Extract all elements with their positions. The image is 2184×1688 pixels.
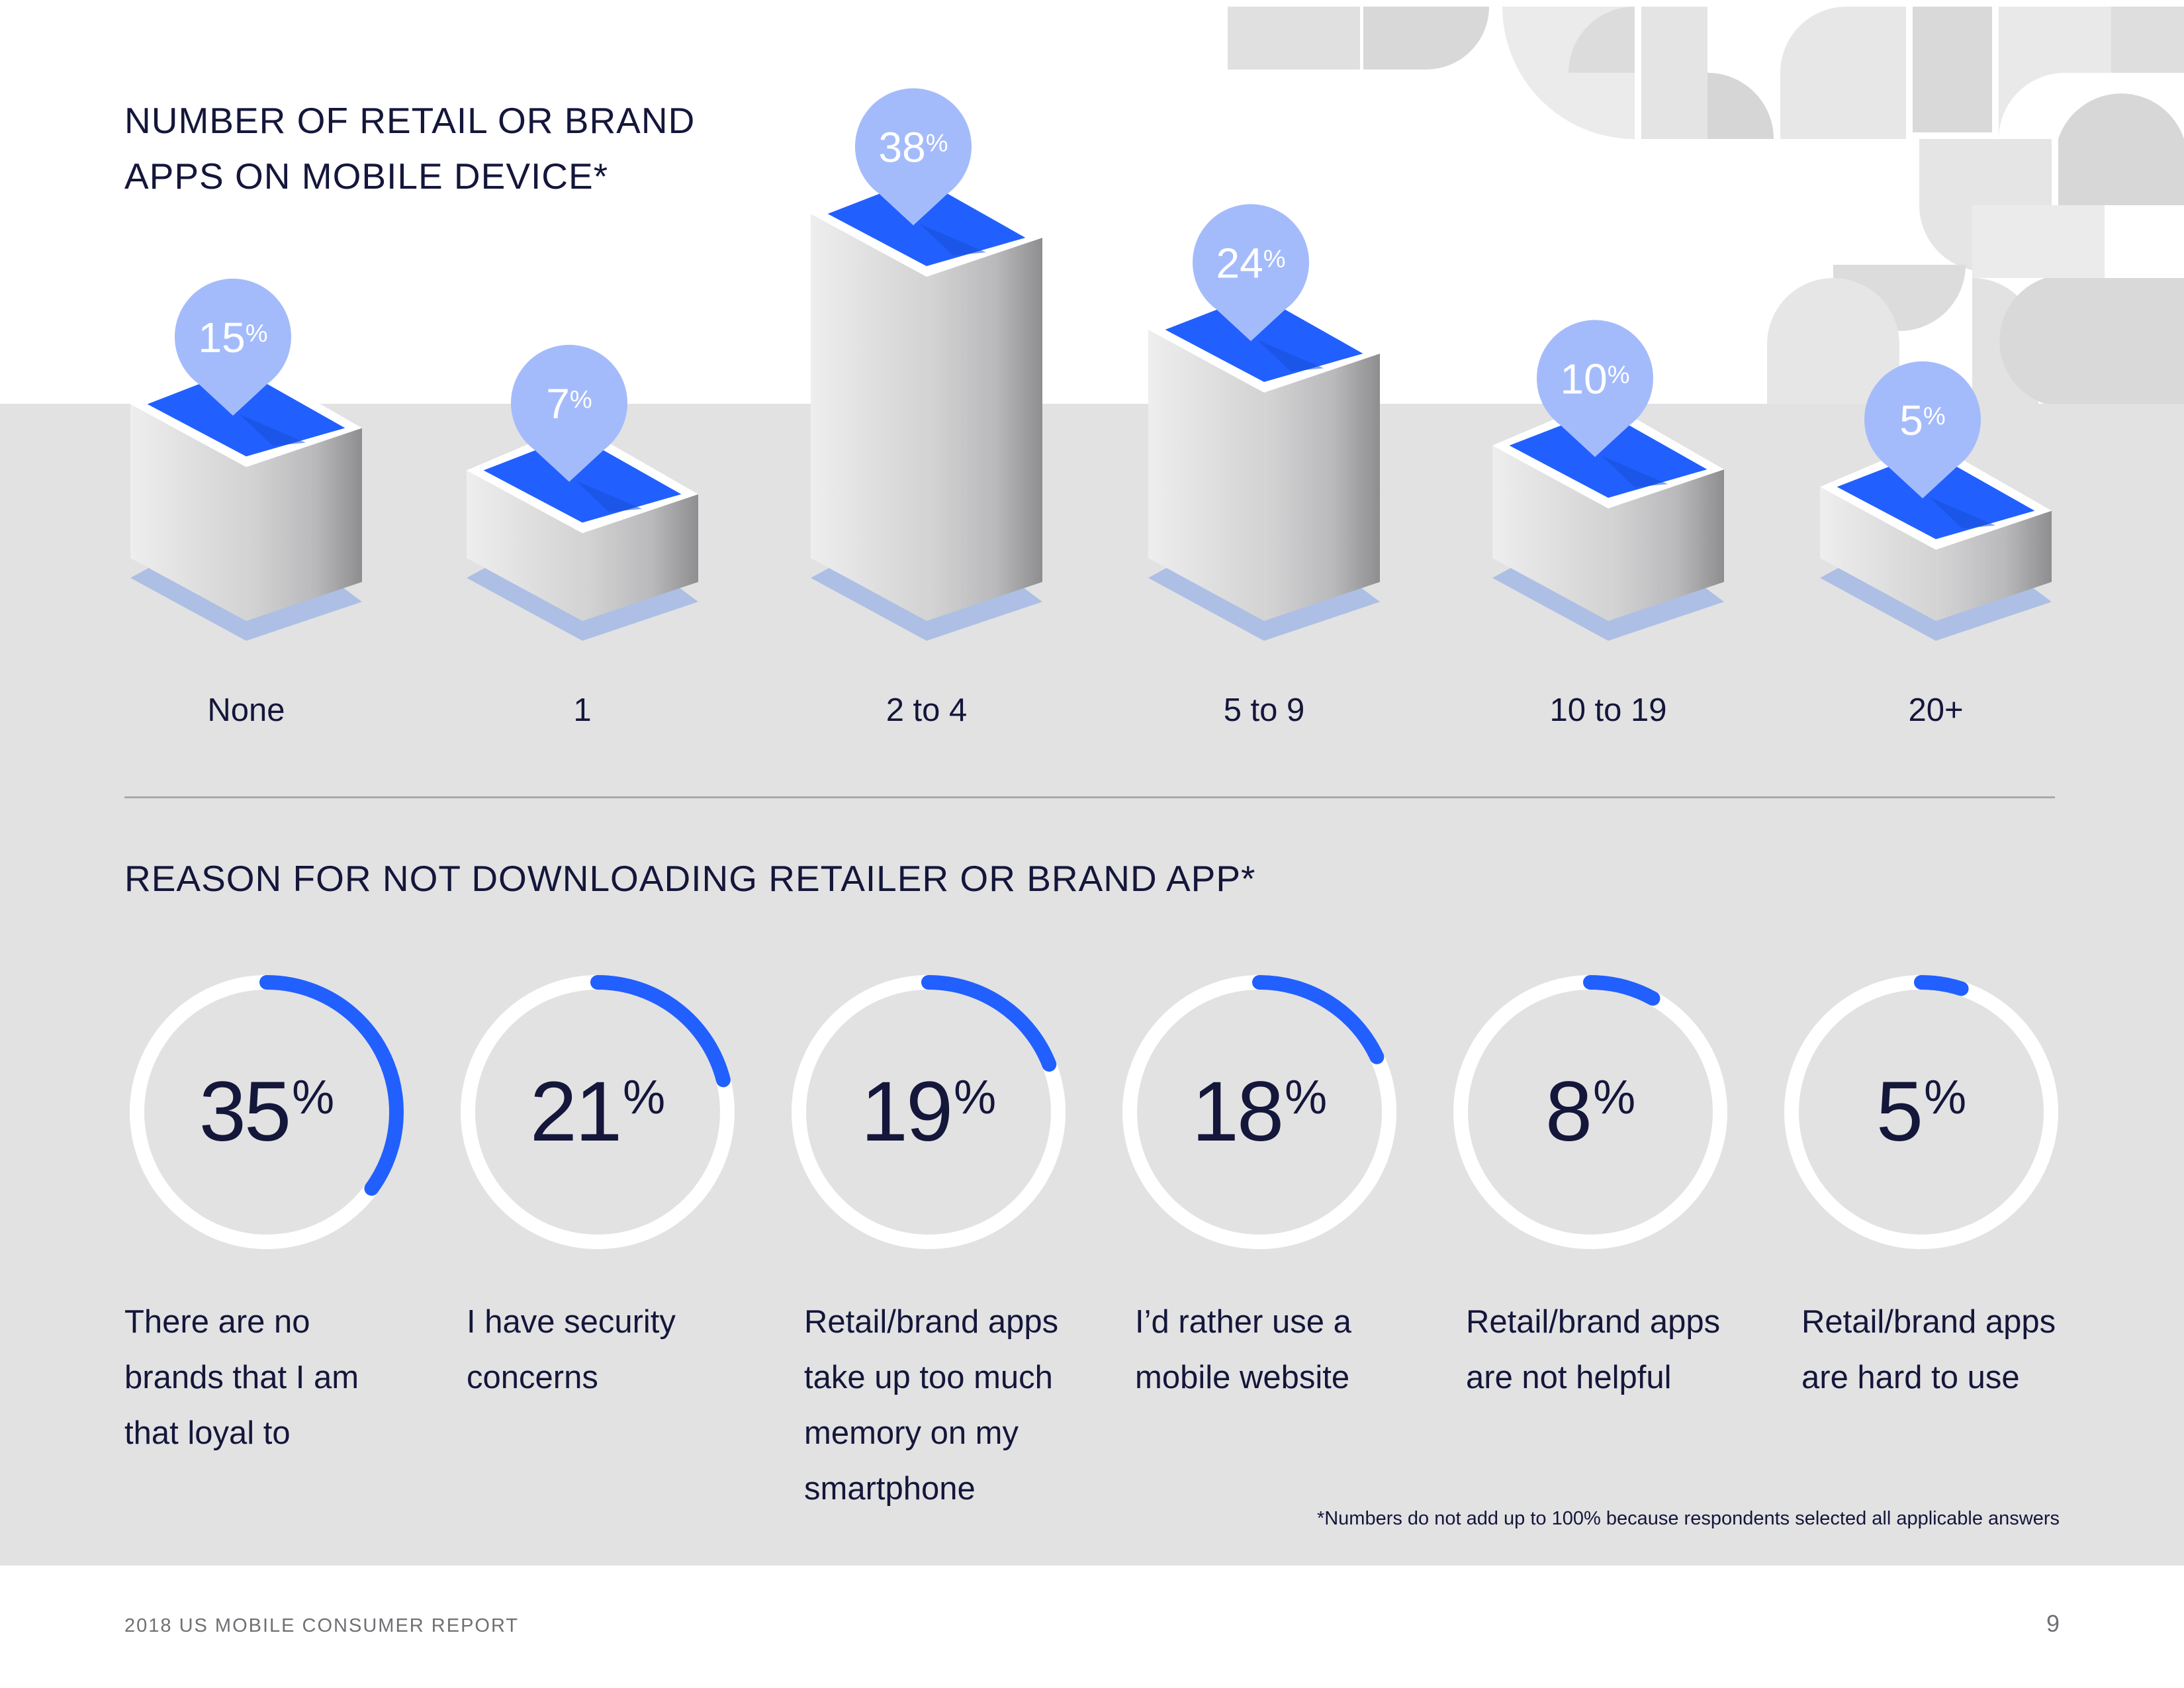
donut-value-unit: %	[292, 1071, 335, 1124]
donut-chart: 5%	[1779, 970, 2064, 1254]
reason-label: I have security concerns	[467, 1304, 676, 1395]
bar-chart: 15% 7% 38% 24% 10% 5%	[130, 88, 2052, 641]
bar-front-face	[1820, 487, 1936, 621]
donut-arc	[130, 975, 404, 1249]
donut-value-number: 21	[529, 1064, 622, 1159]
section-divider	[124, 796, 2055, 798]
bar-front-face	[1492, 445, 1608, 621]
bar-chart-title: NUMBER OF RETAIL OR BRAND APPS ON MOBILE…	[124, 100, 696, 197]
donut-value: 35%	[124, 970, 409, 1254]
bar-top-face	[147, 368, 345, 457]
bar-pin-shadow	[1602, 455, 1668, 487]
donut-chart: 19%	[786, 970, 1071, 1254]
bar-side-face	[927, 238, 1042, 622]
reason-label: Retail/brand apps are not helpful	[1466, 1304, 1721, 1395]
bar-2-to-4: 38%	[811, 88, 1042, 641]
bar-top-face	[1165, 294, 1363, 382]
donut-value-number: 19	[860, 1064, 953, 1159]
donut-chart-title: REASON FOR NOT DOWNLOADING RETAILER OR B…	[124, 858, 1256, 899]
bar-top-face	[1837, 451, 2035, 539]
donut-value-unit: %	[1593, 1071, 1636, 1124]
value-pin	[175, 278, 291, 416]
value-pin	[1192, 204, 1309, 342]
bar-front-face	[811, 214, 927, 621]
bar-side-face	[246, 428, 362, 621]
donut-value-number: 8	[1545, 1064, 1592, 1159]
donut-value-unit: %	[1285, 1071, 1328, 1124]
donut-value-number: 35	[199, 1064, 291, 1159]
footer-report-title: 2018 US MOBILE CONSUMER REPORT	[124, 1615, 520, 1636]
value-label: 15%	[199, 314, 268, 361]
bar-side-face	[582, 494, 698, 621]
reason-label: I’d rather use a mobile website	[1135, 1304, 1351, 1395]
donut-value: 8%	[1448, 970, 1733, 1254]
grey-background-panel	[0, 404, 2184, 1566]
donut-arc	[1122, 975, 1396, 1249]
bar-pin-shadow	[240, 414, 306, 446]
bar-front-face	[1148, 330, 1264, 621]
value-label: 7%	[546, 380, 592, 428]
donut-value-unit: %	[623, 1071, 666, 1124]
bar-front-face	[130, 404, 246, 621]
value-label: 10%	[1561, 355, 1630, 402]
bar-pin-shadow	[920, 224, 986, 256]
value-pin	[1864, 361, 1981, 498]
bar-top-face	[1509, 410, 1707, 498]
value-label: 24%	[1216, 239, 1286, 287]
reason-label: Retail/brand apps are hard to use	[1801, 1304, 2056, 1395]
decorative-pattern	[1228, 7, 2184, 404]
bar-front-face	[467, 470, 582, 621]
page-number: 9	[2046, 1610, 2060, 1637]
value-label: 38%	[879, 123, 948, 171]
donut-arc	[461, 975, 735, 1249]
donut-chart: 35%	[124, 970, 409, 1254]
donut-arc	[1453, 975, 1727, 1249]
donut-chart: 18%	[1117, 970, 1402, 1254]
donut-value-number: 18	[1191, 1064, 1284, 1159]
category-label: 5 to 9	[1223, 692, 1305, 728]
category-label: None	[207, 692, 285, 728]
donut-value: 19%	[786, 970, 1071, 1254]
bar-1: 7%	[467, 344, 698, 641]
reason-label: There are no brands that I am that loyal…	[124, 1304, 359, 1451]
bar-10-to-19: 10%	[1492, 320, 1724, 641]
donut-value: 21%	[455, 970, 740, 1254]
value-pin	[855, 88, 972, 226]
bar-side-face	[1264, 353, 1380, 621]
bar-top-face	[827, 178, 1026, 266]
bar-pin-shadow	[576, 481, 642, 512]
reason-label: Retail/brand apps take up too much memor…	[804, 1304, 1059, 1507]
donut-value: 18%	[1117, 970, 1402, 1254]
donut-value-number: 5	[1876, 1064, 1923, 1159]
category-label: 20+	[1908, 692, 1964, 728]
bar-side-face	[1936, 510, 2052, 621]
category-label: 10 to 19	[1549, 692, 1667, 728]
bar-5-to-9: 24%	[1148, 204, 1380, 641]
bar-side-face	[1608, 469, 1724, 621]
value-pin	[1537, 320, 1654, 457]
donut-value-unit: %	[1924, 1071, 1967, 1124]
bar-20+: 5%	[1820, 361, 2052, 641]
donut-arc	[792, 975, 1066, 1249]
value-label: 5%	[1899, 397, 1945, 444]
bar-pin-shadow	[1929, 497, 1995, 529]
bar-top-face	[483, 434, 682, 523]
value-pin	[511, 344, 627, 482]
category-label: 1	[573, 692, 592, 728]
category-label: 2 to 4	[886, 692, 968, 728]
bar-pin-shadow	[1257, 340, 1324, 371]
donut-value: 5%	[1779, 970, 2064, 1254]
donut-arc	[1784, 975, 2058, 1249]
footnote: *Numbers do not add up to 100% because r…	[1316, 1508, 2060, 1529]
donut-chart: 21%	[455, 970, 740, 1254]
donut-chart: 8%	[1448, 970, 1733, 1254]
donut-value-unit: %	[954, 1071, 997, 1124]
bar-none: 15%	[130, 278, 362, 641]
